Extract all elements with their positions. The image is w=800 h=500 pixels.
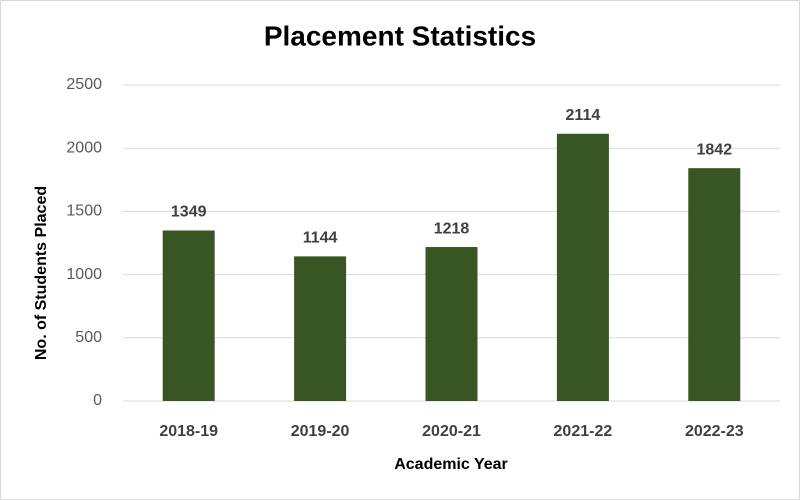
- y-tick-label: 2500: [66, 76, 102, 93]
- x-tick-label: 2020-21: [422, 423, 481, 440]
- bar: [294, 256, 347, 401]
- bar: [688, 168, 741, 401]
- x-tick-label: 2019-20: [291, 423, 350, 440]
- y-tick-label: 2000: [66, 139, 102, 156]
- value-label: 1842: [697, 141, 733, 158]
- chart-title: Placement Statistics: [264, 20, 536, 51]
- value-label: 1144: [303, 230, 338, 247]
- value-label: 2114: [566, 107, 601, 124]
- y-tick-label: 1000: [66, 266, 102, 283]
- x-axis-title: Academic Year: [394, 456, 508, 473]
- x-tick-label: 2021-22: [554, 423, 613, 440]
- y-tick-label: 1500: [66, 203, 102, 220]
- y-axis-title: No. of Students Placed: [33, 186, 50, 360]
- y-tick-label: 0: [93, 392, 102, 409]
- bar: [556, 133, 609, 401]
- value-label: 1218: [434, 220, 470, 237]
- x-tick-label: 2022-23: [685, 423, 744, 440]
- y-tick-label: 500: [75, 329, 102, 346]
- bar: [425, 247, 478, 401]
- value-label: 1349: [171, 204, 207, 221]
- x-tick-label: 2018-19: [159, 423, 218, 440]
- bar: [162, 230, 215, 401]
